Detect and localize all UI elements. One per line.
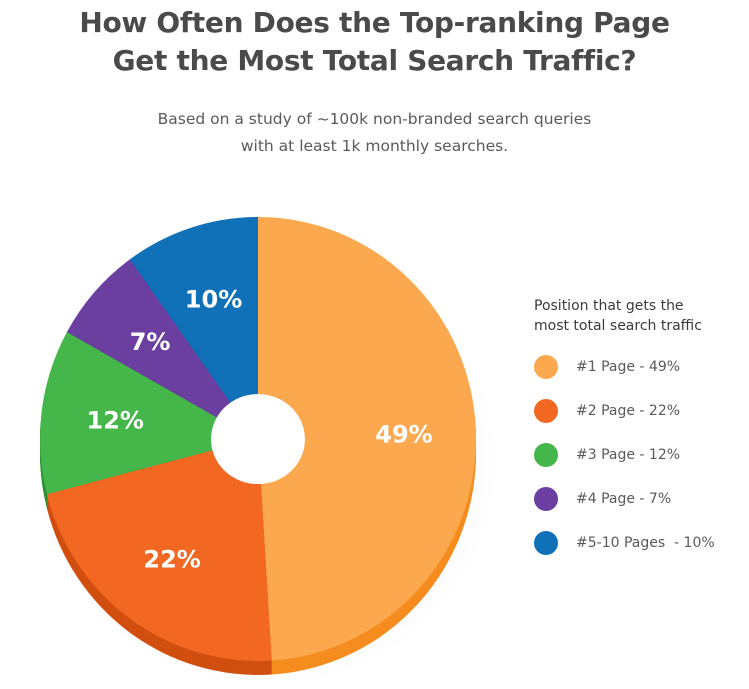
chart-title-line-1: How Often Does the Top-ranking Page (79, 6, 670, 39)
legend-item: #4 Page - 7% (534, 486, 744, 512)
legend: Position that gets the most total search… (534, 296, 744, 574)
legend-label: #1 Page - 49% (576, 359, 681, 375)
legend-label: #4 Page - 7% (576, 491, 672, 507)
chart-title-line-2: Get the Most Total Search Traffic? (112, 44, 637, 77)
legend-title: Position that gets the most total search… (534, 296, 744, 336)
data-label: 12% (87, 407, 144, 435)
legend-item: #3 Page - 12% (534, 442, 744, 468)
legend-label: #3 Page - 12% (576, 447, 681, 463)
legend-items: #1 Page - 49% #2 Page - 22% #3 Page - 12% #… (534, 354, 744, 556)
legend-label: #2 Page - 22% (576, 403, 681, 419)
chart-subtitle-line-1: Based on a study of ~100k non-branded se… (157, 110, 592, 128)
legend-title-line-2: most total search traffic (534, 318, 702, 334)
legend-item: #2 Page - 22% (534, 398, 744, 424)
legend-swatch (534, 487, 558, 511)
pie-slice (129, 217, 258, 403)
legend-swatch (534, 443, 558, 467)
legend-swatch (534, 531, 558, 555)
data-label: 10% (185, 286, 242, 314)
pie-slice (46, 450, 272, 662)
pie-slice (258, 217, 477, 661)
data-label: 49% (375, 420, 432, 448)
chart-subtitle: Based on a study of ~100k non-branded se… (0, 106, 749, 160)
chart-subtitle-line-2: with at least 1k monthly searches. (240, 137, 509, 155)
legend-item: #1 Page - 49% (534, 354, 744, 380)
legend-title-line-1: Position that gets the (534, 298, 684, 314)
pie-slice (40, 332, 217, 495)
legend-label: #5-10 Pages - 10% (576, 535, 715, 551)
data-label: 7% (130, 328, 171, 356)
pie-slice (66, 259, 231, 418)
legend-swatch (534, 399, 558, 423)
data-label: 22% (143, 545, 200, 573)
donut-hole-wall (211, 394, 305, 484)
legend-swatch (534, 355, 558, 379)
chart-title: How Often Does the Top-ranking Page Get … (0, 4, 749, 80)
legend-item: #5-10 Pages - 10% (534, 530, 744, 556)
